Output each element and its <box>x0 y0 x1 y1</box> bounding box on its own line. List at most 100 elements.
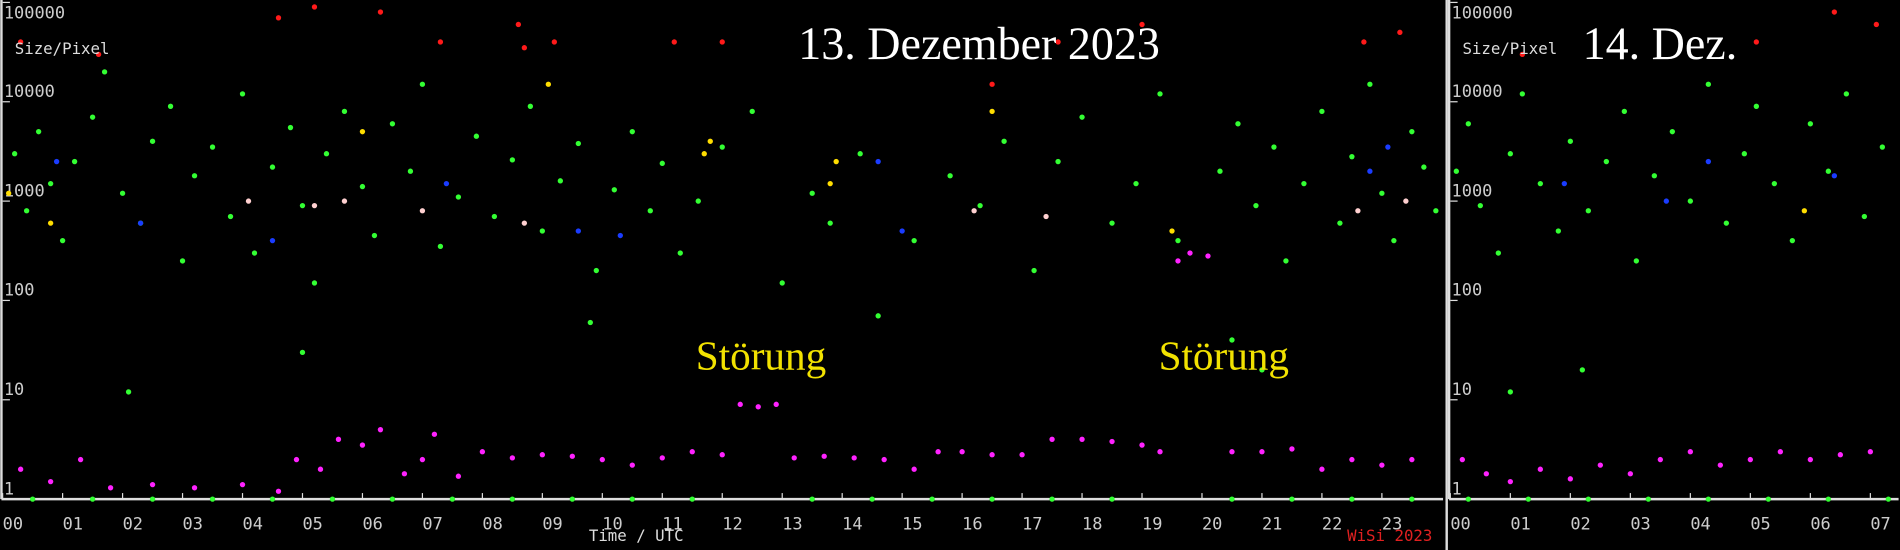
point <box>551 39 558 45</box>
point <box>1525 496 1532 502</box>
y-tick-label: 100 <box>4 280 35 300</box>
point <box>989 452 995 458</box>
point <box>401 471 408 477</box>
point <box>1139 442 1145 448</box>
point <box>419 81 426 87</box>
point <box>1133 180 1139 187</box>
point <box>1433 208 1439 214</box>
point <box>1031 267 1037 274</box>
point <box>473 133 480 139</box>
point <box>1235 121 1241 127</box>
point <box>89 114 96 120</box>
point <box>989 496 995 502</box>
point <box>1319 466 1325 472</box>
point <box>749 108 755 115</box>
point <box>251 250 258 256</box>
point <box>1361 39 1367 45</box>
x-tick-label: 22 <box>1322 514 1342 534</box>
point <box>701 151 707 157</box>
x-tick-label: 01 <box>1510 514 1530 534</box>
point <box>1379 190 1385 196</box>
point <box>209 144 216 150</box>
point <box>1217 168 1223 174</box>
point <box>455 194 462 200</box>
y-axis-label: Size/Pixel <box>1462 39 1557 58</box>
point <box>23 208 30 214</box>
point <box>1403 198 1409 204</box>
point <box>1187 250 1193 256</box>
y-tick-label: 100000 <box>4 2 65 22</box>
point <box>1867 449 1874 455</box>
x-tick-label: 21 <box>1262 514 1282 534</box>
point <box>437 39 444 45</box>
point <box>1753 103 1760 109</box>
point <box>323 151 330 157</box>
point <box>779 280 785 286</box>
point <box>329 496 336 502</box>
point <box>47 180 54 187</box>
x-tick-label: 06 <box>362 514 382 534</box>
x-tick-label: 12 <box>722 514 742 534</box>
point <box>77 456 84 463</box>
x-tick-label: 03 <box>183 514 203 534</box>
point <box>539 452 546 458</box>
point <box>1229 496 1235 502</box>
point <box>1765 496 1772 502</box>
point <box>521 45 528 51</box>
point <box>95 51 102 58</box>
point <box>1807 121 1814 127</box>
point <box>899 228 905 234</box>
point <box>1477 202 1483 209</box>
y-tick-label: 10000 <box>1452 81 1503 101</box>
point <box>137 220 144 226</box>
x-tick-label: 05 <box>302 514 322 534</box>
point <box>569 496 575 502</box>
point <box>1537 180 1544 187</box>
point <box>1771 180 1778 187</box>
point <box>1717 462 1724 468</box>
point <box>1801 208 1808 214</box>
point <box>569 453 575 459</box>
point <box>1157 449 1163 455</box>
point <box>1507 389 1513 395</box>
annotation: Störung <box>1159 332 1289 378</box>
point <box>1319 108 1325 115</box>
x-tick-label: 02 <box>1570 514 1590 534</box>
point <box>1645 496 1652 502</box>
point <box>593 267 599 274</box>
point <box>191 485 198 491</box>
point <box>1861 213 1868 220</box>
point <box>431 431 438 437</box>
point <box>29 496 36 502</box>
point <box>1055 39 1061 45</box>
point <box>971 208 977 214</box>
point <box>359 129 366 135</box>
point <box>1567 138 1574 144</box>
point <box>59 237 66 244</box>
point <box>101 69 108 75</box>
point <box>1157 91 1163 97</box>
point <box>1885 496 1892 502</box>
point <box>1825 496 1832 502</box>
x-tick-label: 10 <box>602 514 622 534</box>
point <box>419 456 426 463</box>
point <box>1175 258 1181 264</box>
point <box>1837 452 1844 458</box>
point <box>509 455 516 461</box>
point <box>239 481 246 488</box>
x-tick-label: 16 <box>962 514 982 534</box>
point <box>1205 253 1211 259</box>
point <box>1561 180 1568 187</box>
point <box>707 138 713 144</box>
point <box>299 202 306 209</box>
point <box>575 228 581 234</box>
point <box>1873 21 1880 28</box>
point <box>1633 258 1640 264</box>
point <box>1271 144 1277 150</box>
x-tick-label: 09 <box>542 514 562 534</box>
point <box>1337 220 1343 226</box>
point <box>1705 496 1712 502</box>
point <box>149 138 156 144</box>
point <box>1049 496 1055 502</box>
point <box>1495 250 1501 256</box>
